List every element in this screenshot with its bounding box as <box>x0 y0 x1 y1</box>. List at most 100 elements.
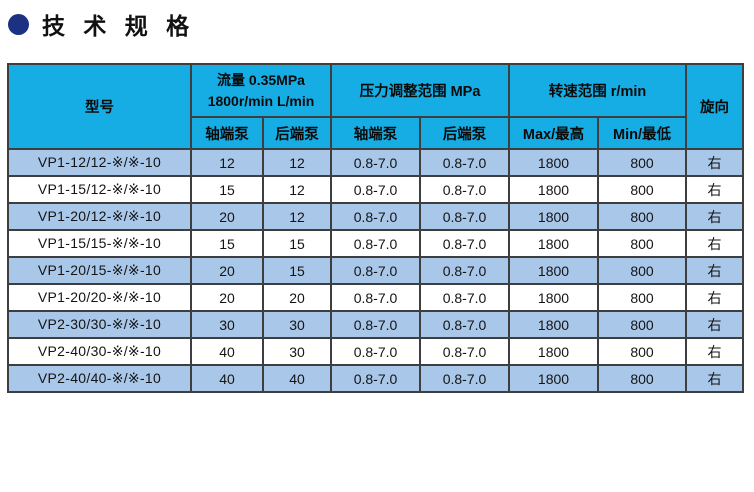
cell-flow-rear: 40 <box>262 364 332 393</box>
table-row: VP1-15/15-※/※-10 15 15 0.8-7.0 0.8-7.0 1… <box>7 229 745 258</box>
cell-flow-shaft: 40 <box>190 364 264 393</box>
cell-speed-min: 800 <box>596 337 688 366</box>
cell-pressure-shaft: 0.8-7.0 <box>330 229 421 258</box>
cell-model: VP2-30/30-※/※-10 <box>7 310 192 339</box>
subheader-speed-max: Max/最高 <box>508 116 599 150</box>
cell-rotation: 右 <box>685 202 745 231</box>
cell-speed-min: 800 <box>596 202 688 231</box>
subheader-speed-min: Min/最低 <box>596 116 688 150</box>
subheader-flow-rear: 后端泵 <box>262 116 332 150</box>
cell-rotation: 右 <box>685 337 745 366</box>
cell-model: VP1-12/12-※/※-10 <box>7 148 192 177</box>
header-pressure: 压力调整范围 MPa <box>330 63 510 118</box>
cell-rotation: 右 <box>685 148 745 177</box>
page-title: 技 术 规 格 <box>42 13 196 39</box>
cell-flow-shaft: 20 <box>190 256 264 285</box>
spec-table: 型号 流量 0.35MPa 1800r/min L/min 压力调整范围 MPa… <box>7 63 745 393</box>
cell-speed-max: 1800 <box>508 175 599 204</box>
cell-rotation: 右 <box>685 175 745 204</box>
cell-flow-shaft: 40 <box>190 337 264 366</box>
cell-model: VP1-20/12-※/※-10 <box>7 202 192 231</box>
cell-pressure-shaft: 0.8-7.0 <box>330 310 421 339</box>
cell-flow-rear: 15 <box>262 256 332 285</box>
cell-pressure-rear: 0.8-7.0 <box>419 364 510 393</box>
cell-model: VP1-15/12-※/※-10 <box>7 175 192 204</box>
cell-model: VP1-20/15-※/※-10 <box>7 256 192 285</box>
table-row: VP1-15/12-※/※-10 15 12 0.8-7.0 0.8-7.0 1… <box>7 175 745 204</box>
cell-speed-max: 1800 <box>508 148 599 177</box>
cell-flow-rear: 30 <box>262 310 332 339</box>
cell-pressure-shaft: 0.8-7.0 <box>330 364 421 393</box>
cell-flow-shaft: 30 <box>190 310 264 339</box>
cell-flow-shaft: 20 <box>190 283 264 312</box>
cell-pressure-shaft: 0.8-7.0 <box>330 283 421 312</box>
header-flow-line1: 流量 0.35MPa <box>217 72 305 89</box>
cell-model: VP2-40/40-※/※-10 <box>7 364 192 393</box>
cell-speed-max: 1800 <box>508 283 599 312</box>
cell-rotation: 右 <box>685 229 745 258</box>
cell-pressure-rear: 0.8-7.0 <box>419 202 510 231</box>
cell-flow-rear: 20 <box>262 283 332 312</box>
header-flow-line2: 1800r/min L/min <box>207 92 315 109</box>
subheader-pressure-shaft: 轴端泵 <box>330 116 421 150</box>
cell-rotation: 右 <box>685 310 745 339</box>
cell-flow-rear: 12 <box>262 175 332 204</box>
table-row: VP1-20/20-※/※-10 20 20 0.8-7.0 0.8-7.0 1… <box>7 283 745 312</box>
cell-speed-min: 800 <box>596 283 688 312</box>
cell-flow-shaft: 15 <box>190 229 264 258</box>
cell-pressure-rear: 0.8-7.0 <box>419 283 510 312</box>
cell-speed-max: 1800 <box>508 337 599 366</box>
cell-pressure-shaft: 0.8-7.0 <box>330 337 421 366</box>
cell-rotation: 右 <box>685 364 745 393</box>
cell-model: VP2-40/30-※/※-10 <box>7 337 192 366</box>
cell-speed-min: 800 <box>596 310 688 339</box>
cell-pressure-shaft: 0.8-7.0 <box>330 148 421 177</box>
header-flow: 流量 0.35MPa 1800r/min L/min <box>190 63 332 118</box>
section-title-row: 技 术 规 格 <box>8 7 195 41</box>
cell-pressure-shaft: 0.8-7.0 <box>330 202 421 231</box>
table-row: VP2-40/30-※/※-10 40 30 0.8-7.0 0.8-7.0 1… <box>7 337 745 366</box>
cell-speed-min: 800 <box>596 175 688 204</box>
cell-pressure-rear: 0.8-7.0 <box>419 256 510 285</box>
header-model: 型号 <box>7 63 192 150</box>
header-speed: 转速范围 r/min <box>507 63 688 118</box>
cell-speed-max: 1800 <box>508 364 599 393</box>
cell-flow-shaft: 15 <box>190 175 264 204</box>
cell-flow-rear: 30 <box>262 337 332 366</box>
cell-pressure-rear: 0.8-7.0 <box>419 310 510 339</box>
cell-flow-shaft: 20 <box>190 202 264 231</box>
table-row: VP1-12/12-※/※-10 12 12 0.8-7.0 0.8-7.0 1… <box>7 148 745 177</box>
cell-flow-shaft: 12 <box>190 148 264 177</box>
spec-table-wrap: 型号 流量 0.35MPa 1800r/min L/min 压力调整范围 MPa… <box>7 63 745 393</box>
cell-speed-min: 800 <box>596 256 688 285</box>
cell-pressure-shaft: 0.8-7.0 <box>330 175 421 204</box>
table-row: VP1-20/12-※/※-10 20 12 0.8-7.0 0.8-7.0 1… <box>7 202 745 231</box>
header-rotation: 旋向 <box>685 63 745 150</box>
cell-pressure-shaft: 0.8-7.0 <box>330 256 421 285</box>
cell-pressure-rear: 0.8-7.0 <box>419 175 510 204</box>
cell-speed-max: 1800 <box>508 229 599 258</box>
cell-pressure-rear: 0.8-7.0 <box>419 337 510 366</box>
table-row: VP2-30/30-※/※-10 30 30 0.8-7.0 0.8-7.0 1… <box>7 310 745 339</box>
cell-rotation: 右 <box>685 256 745 285</box>
cell-flow-rear: 15 <box>262 229 332 258</box>
cell-flow-rear: 12 <box>262 148 332 177</box>
subheader-flow-shaft: 轴端泵 <box>190 116 264 150</box>
table-row: VP2-40/40-※/※-10 40 40 0.8-7.0 0.8-7.0 1… <box>7 364 745 393</box>
cell-speed-min: 800 <box>596 148 688 177</box>
cell-model: VP1-20/20-※/※-10 <box>7 283 192 312</box>
cell-speed-max: 1800 <box>508 310 599 339</box>
cell-speed-min: 800 <box>596 229 688 258</box>
cell-speed-min: 800 <box>596 364 688 393</box>
cell-speed-max: 1800 <box>508 202 599 231</box>
cell-model: VP1-15/15-※/※-10 <box>7 229 192 258</box>
cell-flow-rear: 12 <box>262 202 332 231</box>
bullet-icon <box>8 13 29 35</box>
subheader-pressure-rear: 后端泵 <box>419 116 510 150</box>
cell-pressure-rear: 0.8-7.0 <box>419 148 510 177</box>
cell-speed-max: 1800 <box>508 256 599 285</box>
table-row: VP1-20/15-※/※-10 20 15 0.8-7.0 0.8-7.0 1… <box>7 256 745 285</box>
cell-rotation: 右 <box>685 283 745 312</box>
cell-pressure-rear: 0.8-7.0 <box>419 229 510 258</box>
